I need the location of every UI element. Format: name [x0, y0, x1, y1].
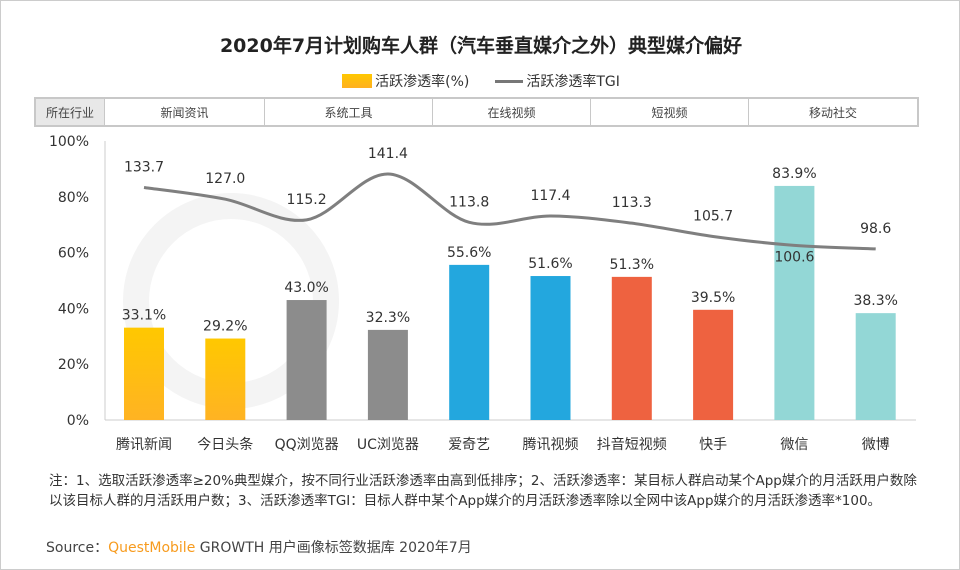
x-tick-label: 抖音短视频	[597, 436, 667, 453]
x-tick-label: UC浏览器	[357, 437, 419, 453]
y-tick-label: 40%	[58, 301, 89, 317]
bar-value-label: 29.2%	[203, 319, 247, 335]
y-tick-label: 0%	[67, 413, 89, 429]
tgi-value-label: 127.0	[205, 171, 245, 187]
bar-value-label: 33.1%	[122, 308, 166, 324]
tgi-value-label: 98.6	[860, 221, 891, 237]
legend-item-line: 活跃渗透率TGI	[495, 71, 620, 91]
x-tick-label: QQ浏览器	[275, 437, 339, 453]
industry-group: 移动社交	[808, 105, 857, 120]
legend-bar-swatch	[342, 74, 373, 88]
industry-group: 在线视频	[433, 99, 591, 125]
legend: 活跃渗透率(%) 活跃渗透率TGI	[1, 71, 959, 91]
bar-value-label: 32.3%	[366, 310, 410, 326]
x-tick-label: 腾讯新闻	[116, 436, 172, 453]
bar-value-label: 55.6%	[447, 245, 491, 261]
tgi-value-label: 133.7	[124, 159, 164, 175]
legend-line-swatch	[495, 79, 524, 83]
tgi-value-label: 115.2	[287, 192, 327, 208]
tgi-value-label: 113.8	[449, 194, 489, 210]
industry-header-label: 所在行业	[36, 99, 105, 125]
bar-UC浏览器	[367, 329, 408, 420]
x-tick-label: 微博	[862, 436, 890, 453]
tgi-value-label: 100.6	[774, 249, 814, 265]
bar-微信	[774, 185, 815, 420]
legend-item-bar: 活跃渗透率(%)	[342, 71, 469, 91]
chart-title: 2020年7月计划购车人群（汽车垂直媒介之外）典型媒介偏好	[219, 35, 743, 57]
tgi-line	[143, 172, 876, 251]
source-line: Source：QuestMobile GROWTH 用户画像标签数据库 2020…	[46, 537, 472, 557]
bar-value-label: 83.9%	[772, 166, 816, 182]
chart-plot: 0% 20% 40% 60% 80% 100% 33.1% 腾讯新闻 29.2% 今日头条 43.0…	[49, 134, 916, 453]
legend-bar-label: 活跃渗透率(%)	[375, 74, 470, 90]
bar-腾讯视频	[530, 276, 571, 420]
industry-header-row: 所在行业 新闻资讯 系统工具 在线视频 短视频 移动社交	[34, 97, 919, 127]
x-tick-label: 爱奇艺	[448, 436, 490, 453]
source-rest: GROWTH 用户画像标签数据库 2020年7月	[195, 540, 472, 556]
bar-抖音短视频	[611, 276, 652, 420]
bar-腾讯新闻	[124, 327, 164, 420]
bar-今日头条	[205, 338, 246, 420]
bar-value-label: 51.6%	[528, 256, 572, 272]
tgi-value-label: 117.4	[530, 188, 570, 204]
bar-快手	[693, 309, 734, 420]
industry-group: 短视频	[591, 99, 749, 125]
y-tick-label: 80%	[58, 190, 89, 206]
bar-爱奇艺	[449, 264, 490, 420]
legend-line-label: 活跃渗透率TGI	[526, 74, 620, 90]
industry-group: 新闻资讯	[105, 99, 265, 125]
bar-value-label: 51.3%	[610, 257, 654, 273]
x-tick-label: 今日头条	[197, 436, 253, 453]
source-prefix: Source：	[46, 540, 109, 556]
x-tick-label: 腾讯视频	[523, 436, 579, 453]
tgi-value-label: 141.4	[368, 146, 408, 162]
bar-微博	[855, 313, 896, 420]
tgi-value-label: 113.3	[612, 195, 652, 211]
footnote: 注：1、选取活跃渗透率≥20%典型媒介，按不同行业活跃渗透率由高到低排序；2、活…	[49, 473, 917, 509]
y-tick-label: 60%	[58, 246, 89, 262]
bar-value-label: 43.0%	[284, 280, 328, 296]
industry-group: 系统工具	[265, 99, 433, 125]
y-tick-label: 100%	[49, 134, 89, 150]
bar-value-label: 39.5%	[691, 290, 735, 306]
bar-value-label: 38.3%	[853, 293, 897, 309]
x-tick-label: 微信	[780, 437, 808, 453]
source-brand: QuestMobile	[108, 540, 196, 556]
tgi-value-label: 105.7	[693, 208, 733, 224]
y-tick-label: 20%	[58, 357, 89, 373]
x-tick-label: 快手	[699, 437, 727, 453]
bar-QQ浏览器	[286, 300, 327, 420]
